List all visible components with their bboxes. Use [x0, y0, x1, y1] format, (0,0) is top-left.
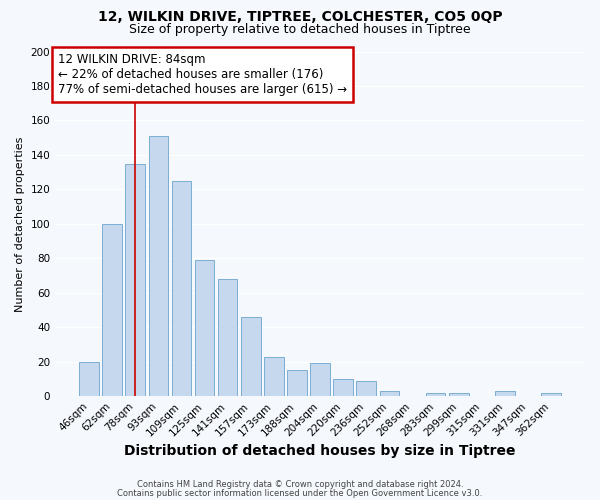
Bar: [310, 364, 330, 396]
Bar: [172, 181, 191, 396]
Bar: [149, 136, 168, 396]
Text: 12, WILKIN DRIVE, TIPTREE, COLCHESTER, CO5 0QP: 12, WILKIN DRIVE, TIPTREE, COLCHESTER, C…: [98, 10, 502, 24]
Bar: [426, 393, 445, 396]
Text: Contains public sector information licensed under the Open Government Licence v3: Contains public sector information licen…: [118, 488, 482, 498]
Text: Contains HM Land Registry data © Crown copyright and database right 2024.: Contains HM Land Registry data © Crown c…: [137, 480, 463, 489]
Bar: [195, 260, 214, 396]
X-axis label: Distribution of detached houses by size in Tiptree: Distribution of detached houses by size …: [124, 444, 516, 458]
Bar: [79, 362, 99, 396]
Bar: [356, 380, 376, 396]
Bar: [495, 391, 515, 396]
Bar: [541, 393, 561, 396]
Bar: [218, 279, 238, 396]
Bar: [449, 393, 469, 396]
Text: Size of property relative to detached houses in Tiptree: Size of property relative to detached ho…: [129, 22, 471, 36]
Bar: [264, 356, 284, 396]
Y-axis label: Number of detached properties: Number of detached properties: [15, 136, 25, 312]
Text: 12 WILKIN DRIVE: 84sqm
← 22% of detached houses are smaller (176)
77% of semi-de: 12 WILKIN DRIVE: 84sqm ← 22% of detached…: [58, 53, 347, 96]
Bar: [125, 164, 145, 396]
Bar: [334, 379, 353, 396]
Bar: [287, 370, 307, 396]
Bar: [241, 317, 260, 396]
Bar: [103, 224, 122, 396]
Bar: [380, 391, 399, 396]
